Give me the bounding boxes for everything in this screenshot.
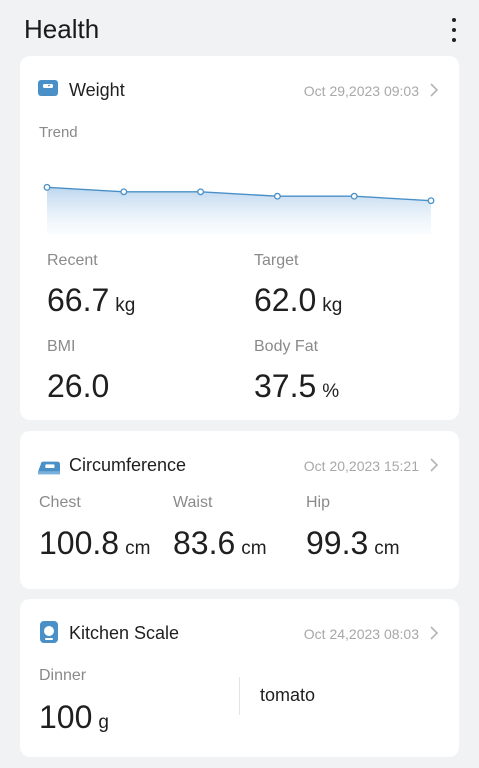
- scale-icon: [38, 80, 58, 96]
- kitchen-scale-icon: [40, 621, 58, 643]
- trend-point-3: [273, 192, 281, 200]
- bmi-label: BMI: [47, 338, 76, 355]
- kitchen-card-header[interactable]: Kitchen Scale Oct 24,2023 08:03: [20, 599, 459, 659]
- weight-date: Oct 29,2023 09:03: [303, 83, 419, 99]
- divider: [239, 677, 240, 715]
- trend-point-4: [350, 192, 358, 200]
- trend-point-5: [427, 197, 435, 205]
- weight-trend-chart: [43, 183, 435, 234]
- weight-card-header[interactable]: Weight Oct 29,2023 09:03: [20, 56, 459, 116]
- food-name: tomato: [260, 685, 316, 705]
- trend-label: Trend: [39, 124, 78, 141]
- chevron-right-icon[interactable]: [429, 457, 439, 473]
- bodyfat-value: 37.5%: [254, 368, 340, 404]
- recent-label: Recent: [47, 252, 98, 269]
- page-title: Health: [24, 14, 100, 44]
- kitchen-title: Kitchen Scale: [69, 623, 180, 643]
- chest-unit: cm: [125, 538, 151, 559]
- recent-unit: kg: [115, 295, 136, 316]
- bodyfat-unit: %: [322, 381, 340, 402]
- chest-value: 100.8 cm: [39, 525, 151, 561]
- target-unit: kg: [322, 295, 343, 316]
- weight-title: Weight: [69, 80, 125, 100]
- waist-label: Waist: [173, 494, 213, 511]
- weight-card[interactable]: Weight Oct 29,2023 09:03 Trend Recent 66…: [20, 56, 459, 420]
- bmi-value: 26.0: [47, 368, 110, 404]
- trend-area: [47, 187, 431, 234]
- circumference-date: Oct 20,2023 15:21: [303, 458, 419, 474]
- waist-unit: cm: [241, 538, 267, 559]
- app-header: Health: [0, 0, 479, 56]
- circumference-card-header[interactable]: Circumference Oct 20,2023 15:21: [20, 431, 459, 491]
- chest-label: Chest: [39, 494, 81, 511]
- trend-line: [46, 186, 432, 202]
- hip-unit: cm: [374, 538, 400, 559]
- chevron-right-icon[interactable]: [429, 82, 439, 98]
- meal-label: Dinner: [39, 667, 87, 684]
- circumference-title: Circumference: [69, 455, 187, 475]
- trend-point-0: [43, 183, 51, 191]
- bodyfat-label: Body Fat: [254, 338, 319, 355]
- meal-unit: g: [98, 712, 109, 733]
- meal-value: 100 g: [39, 699, 109, 735]
- trend-point-1: [120, 188, 128, 196]
- chevron-right-icon[interactable]: [429, 625, 439, 641]
- kitchen-date: Oct 24,2023 08:03: [303, 626, 419, 642]
- kitchen-scale-card[interactable]: Kitchen Scale Oct 24,2023 08:03 Dinner 1…: [20, 599, 459, 757]
- tape-measure-icon: [38, 461, 60, 475]
- circumference-card[interactable]: Circumference Oct 20,2023 15:21 Chest 10…: [20, 431, 459, 589]
- target-label: Target: [254, 252, 299, 269]
- target-value: 62.0 kg: [254, 282, 343, 318]
- hip-label: Hip: [306, 494, 331, 511]
- waist-value: 83.6 cm: [173, 525, 267, 561]
- hip-value: 99.3 cm: [306, 525, 400, 561]
- more-options-icon[interactable]: [449, 18, 459, 42]
- recent-value: 66.7 kg: [47, 282, 136, 318]
- trend-point-2: [197, 188, 205, 196]
